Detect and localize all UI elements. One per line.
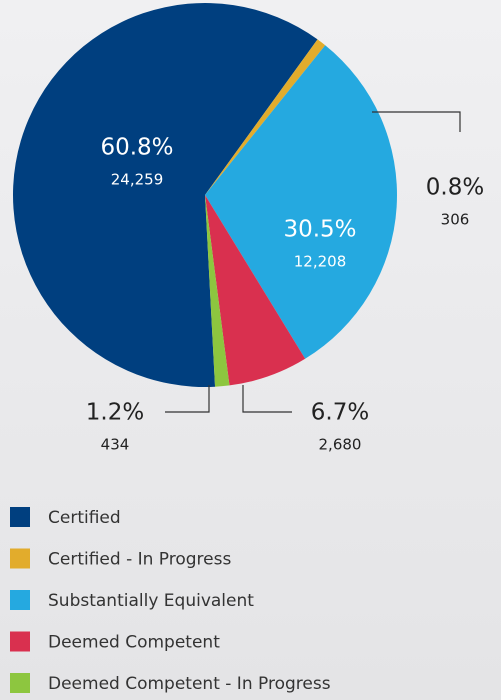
count-label: 306 xyxy=(441,211,470,229)
legend-label: Deemed Competent xyxy=(48,633,220,653)
legend-swatch xyxy=(10,507,30,527)
pie-slice xyxy=(13,2,318,388)
legend: Certified Certified - In Progress Substant… xyxy=(10,507,331,694)
percent-label: 6.7% xyxy=(311,400,369,426)
percent-label: 0.8% xyxy=(426,175,484,201)
legend-label: Certified - In Progress xyxy=(48,550,231,570)
leader-line xyxy=(242,385,292,413)
pie-slice xyxy=(205,195,230,387)
percent-label: 60.8% xyxy=(100,135,173,161)
pie-slice xyxy=(205,45,398,359)
count-label: 24,259 xyxy=(111,171,164,189)
count-label: 434 xyxy=(101,436,130,454)
count-label: 2,680 xyxy=(319,436,362,454)
pie-slice xyxy=(205,195,306,386)
legend-swatch xyxy=(10,548,30,569)
pie-labels: 60.8% 24,259 0.8% 306 30.5% 12,208 6.7% 2,680 1.… xyxy=(86,111,484,454)
percent-label: 30.5% xyxy=(283,217,356,243)
percent-label: 1.2% xyxy=(86,400,144,426)
legend-swatch xyxy=(10,631,30,652)
legend-swatch xyxy=(10,590,30,610)
leader-line xyxy=(165,385,210,413)
legend-label: Substantially Equivalent xyxy=(48,591,254,611)
legend-swatch xyxy=(10,673,30,693)
count-label: 12,208 xyxy=(294,253,347,271)
legend-label: Certified xyxy=(48,508,121,528)
legend-label: Deemed Competent - In Progress xyxy=(48,674,331,694)
leader-line xyxy=(372,111,461,132)
pie-slice xyxy=(205,39,326,196)
pie xyxy=(13,2,398,388)
